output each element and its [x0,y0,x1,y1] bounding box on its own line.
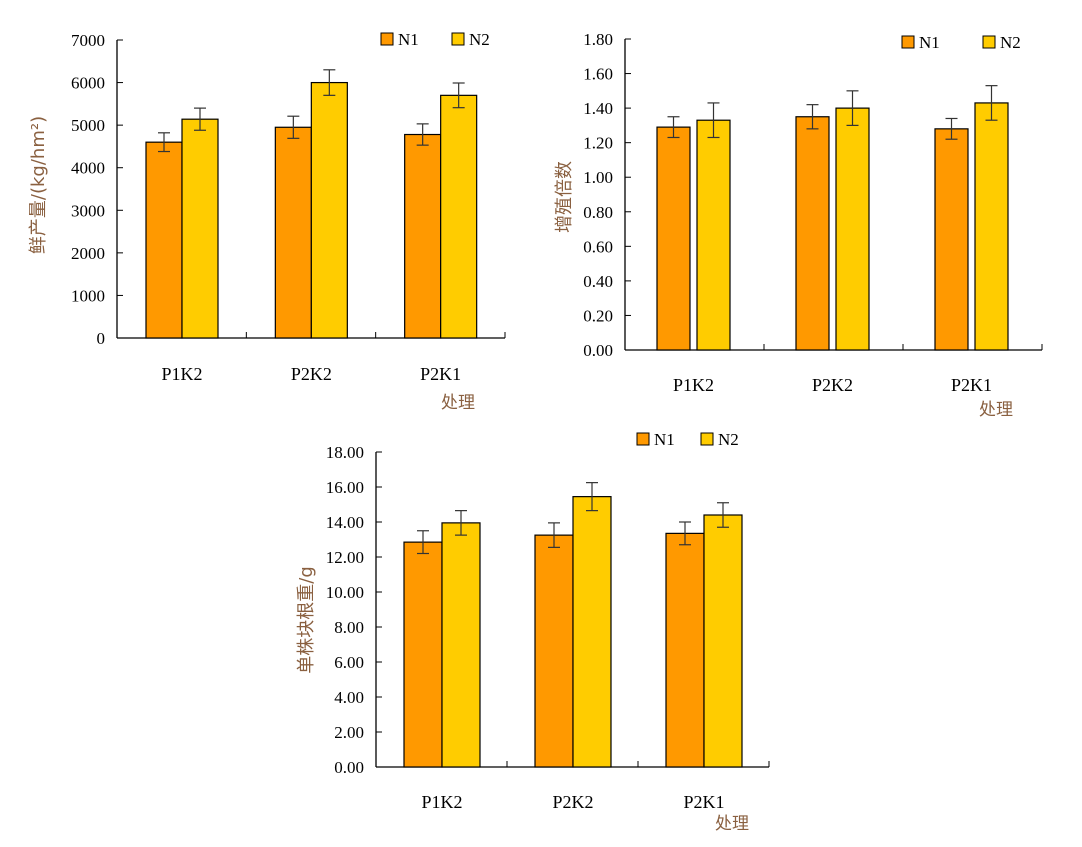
legend-swatch-n1 [901,35,915,49]
legend-label-n1: N1 [919,33,940,52]
y-tick-label: 0.80 [583,203,613,222]
x-category-label: P2K2 [552,792,593,812]
y-tick-label: 0 [97,329,106,348]
bar-n2-p2k1 [703,514,743,768]
x-category-label: P2K1 [951,375,992,395]
y-tick-label: 8.00 [334,618,364,637]
y-tick-label: 10.00 [326,583,364,602]
y-tick-label: 0.20 [583,306,613,325]
y-tick-label: 1.60 [583,65,613,84]
legend-swatch-n2 [982,35,996,49]
y-tick-label: 0.40 [583,272,613,291]
x-category-label: P2K2 [291,364,332,384]
bar-n2-p1k2 [696,119,731,351]
y-tick-label: 2000 [71,244,105,263]
y-tick-label: 0.00 [334,758,364,777]
y-tick-label: 4.00 [334,688,364,707]
y-axis-title: 增殖倍数 [553,161,575,233]
bar-n2-p2k1 [440,94,478,339]
x-category-label: P2K2 [812,375,853,395]
legend-label-n2: N2 [1000,33,1021,52]
bar-n2-p1k2 [441,522,481,768]
y-tick-label: 1.20 [583,134,613,153]
bar-chart-2: 0.00 0.20 0.40 0.60 0.80 1.00 1.20 1.40 1.60 1.80… [553,30,1043,420]
bar-n1-p2k1 [404,133,442,339]
y-tick-label: 5000 [71,116,105,135]
y-tick-label: 6000 [71,74,105,93]
x-category-label: P1K2 [161,364,202,384]
bar-n2-p2k2 [835,107,870,351]
bar-n1-p2k2 [795,116,830,351]
x-axis-title: 处理 [715,814,749,834]
bar-n1-p2k2 [534,534,574,768]
bar-n1-p1k2 [145,141,183,339]
y-tick-label: 0.60 [583,237,613,256]
y-axis-title: 单株块根重/g [296,566,317,674]
y-tick-label: 1.00 [583,168,613,187]
x-category-label: P1K2 [673,375,714,395]
y-tick-label: 7000 [71,31,105,50]
y-tick-label: 6.00 [334,653,364,672]
legend-label-n2: N2 [469,30,490,49]
y-tick-label: 3000 [71,201,105,220]
bar-n1-p2k1 [934,128,969,351]
y-tick-label: 16.00 [326,478,364,497]
bar-n2-p2k2 [310,81,348,339]
legend-swatch-n1 [636,432,650,446]
bar-n1-p2k1 [665,532,705,768]
bar-n1-p2k2 [274,126,312,339]
legend-label-n1: N1 [654,430,675,449]
legend-swatch-n2 [700,432,714,446]
x-axis-title: 处理 [441,393,475,413]
bar-chart-1: 0 1000 2000 3000 4000 5000 6000 7000 P1K2 P2K2 P2K… [28,30,506,413]
y-tick-label: 12.00 [326,548,364,567]
y-tick-label: 0.00 [583,341,613,360]
y-tick-label: 1000 [71,286,105,305]
legend-label-n2: N2 [718,430,739,449]
x-category-label: P2K1 [420,364,461,384]
y-tick-label: 1.40 [583,99,613,118]
bar-n2-p1k2 [181,118,219,339]
y-axis-title: 鲜产量/(kg/hm²) [28,116,49,254]
y-tick-label: 1.80 [583,30,613,49]
bar-n1-p1k2 [403,541,443,768]
bar-n1-p1k2 [656,126,691,351]
bar-n2-p2k2 [572,496,612,768]
y-tick-label: 4000 [71,159,105,178]
y-tick-label: 14.00 [326,513,364,532]
legend-label-n1: N1 [398,30,419,49]
legend-swatch-n2 [451,32,465,46]
bar-chart-3: 0.00 2.00 4.00 6.00 8.00 10.00 12.00 14.00 16.00… [296,430,770,834]
bar-n2-p2k1 [974,102,1009,351]
x-category-label: P1K2 [421,792,462,812]
x-axis-title: 处理 [979,400,1013,420]
y-tick-label: 2.00 [334,723,364,742]
y-tick-label: 18.00 [326,443,364,462]
x-category-label: P2K1 [683,792,724,812]
legend-swatch-n1 [380,32,394,46]
